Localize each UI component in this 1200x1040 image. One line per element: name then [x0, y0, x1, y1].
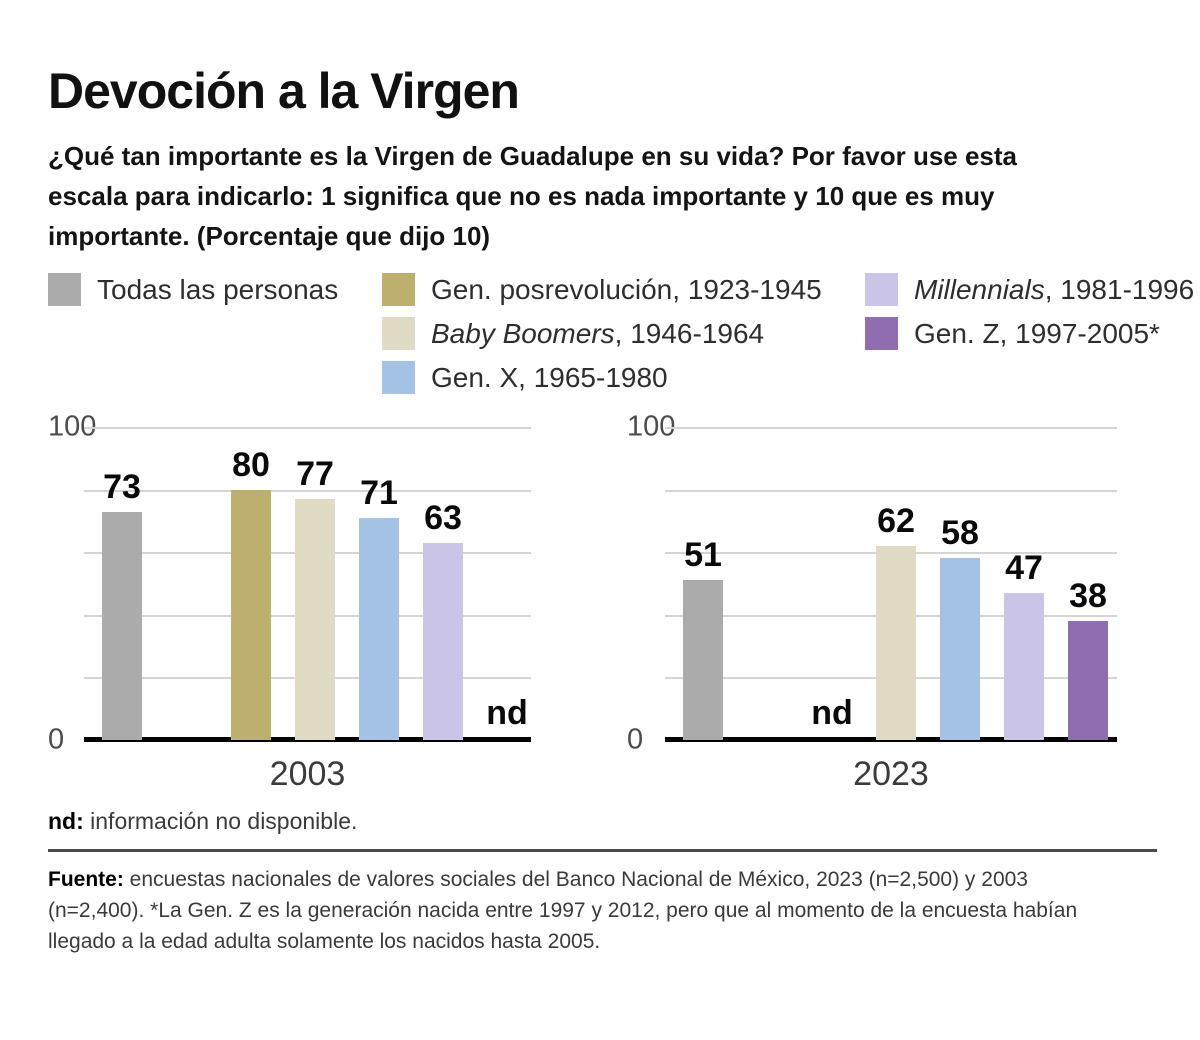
legend-label-text: Gen. X, 1965-1980	[431, 362, 668, 393]
source-label: Fuente:	[48, 868, 124, 891]
legend-item-all: Todas las personas	[48, 273, 338, 306]
bar-rect	[359, 518, 399, 740]
bar-posrev: 80	[231, 427, 271, 740]
bar-value-label: 63	[424, 499, 462, 537]
bar-boomers: 62	[876, 427, 916, 740]
bar-value-label: 80	[232, 446, 270, 484]
nd-label: nd	[486, 694, 528, 732]
bar-value-label: 38	[1069, 577, 1107, 615]
legend-label-all: Todas las personas	[97, 273, 338, 306]
bar-rect	[940, 558, 980, 740]
legend-item-posrev: Gen. posrevolución, 1923-1945	[382, 273, 822, 306]
legend-label-millennials: Millennials, 1981-1996	[914, 273, 1194, 306]
source-text: encuestas nacionales de valores sociales…	[48, 868, 1078, 953]
nd-slot-posrev: nd	[811, 427, 853, 740]
legend-column-2: Gen. posrevolución, 1923-1945 Baby Boome…	[382, 273, 822, 405]
legend-label-italic: Millennials	[914, 274, 1045, 305]
bar-millennials: 47	[1004, 427, 1044, 740]
bar-boomers: 77	[295, 427, 335, 740]
bar-all: 73	[102, 427, 142, 740]
gridline-100	[84, 427, 531, 429]
legend-swatch-boomers	[382, 317, 415, 350]
bar-value-label: 62	[877, 502, 915, 540]
legend-label-text: , 1946-1964	[614, 318, 765, 349]
legend-item-millennials: Millennials, 1981-1996	[865, 273, 1194, 306]
nd-footnote-text: información no disponible.	[90, 808, 358, 834]
bar-millennials: 63	[423, 427, 463, 740]
bar-rect	[876, 546, 916, 740]
bar-rect	[1068, 621, 1108, 740]
bar-all: 51	[683, 427, 723, 740]
legend-column-1: Todas las personas	[48, 273, 338, 317]
bar-value-label: 71	[360, 474, 398, 512]
legend: Todas las personas Gen. posrevolución, 1…	[0, 273, 1200, 403]
y-tick-0: 0	[48, 723, 65, 756]
bar-rect	[1004, 593, 1044, 740]
nd-footnote-label: nd:	[48, 808, 84, 834]
plot-area: 73 80 77 71 63 nd	[84, 427, 531, 742]
legend-swatch-genx	[382, 361, 415, 394]
plot-area: 51 nd 62 58 47 38	[665, 427, 1117, 742]
legend-item-genx: Gen. X, 1965-1980	[382, 361, 822, 394]
chart-2023: 100 0 51 nd 62 58 47 38 2023	[627, 410, 1117, 808]
bar-value-label: 73	[103, 468, 141, 506]
bar-value-label: 51	[684, 536, 722, 574]
legend-label-genz: Gen. Z, 1997-2005*	[914, 317, 1160, 350]
legend-label-text: , 1981-1996	[1044, 274, 1195, 305]
legend-label-boomers: Baby Boomers, 1946-1964	[431, 317, 764, 350]
y-tick-100: 100	[48, 410, 97, 443]
y-tick-0: 0	[627, 723, 644, 756]
nd-slot-genz: nd	[486, 427, 528, 740]
bar-value-label: 58	[941, 514, 979, 552]
bar-rect	[231, 490, 271, 740]
x-axis-label-2003: 2003	[269, 755, 346, 793]
legend-swatch-millennials	[865, 273, 898, 306]
chart-2003: 100 0 73 80 77 71 63 nd 2003	[48, 410, 531, 808]
nd-footnote: nd: información no disponible.	[48, 808, 357, 835]
gridline-80	[665, 490, 1117, 492]
gridline-100	[665, 427, 1117, 429]
footer-divider	[48, 849, 1157, 852]
legend-swatch-all	[48, 273, 81, 306]
bar-value-label: 47	[1005, 549, 1043, 587]
legend-swatch-genz	[865, 317, 898, 350]
bar-value-label: 77	[296, 455, 334, 493]
nd-label: nd	[811, 694, 853, 732]
legend-label-text: Todas las personas	[97, 274, 339, 305]
legend-item-boomers: Baby Boomers, 1946-1964	[382, 317, 822, 350]
legend-label-posrev: Gen. posrevolución, 1923-1945	[431, 273, 822, 306]
legend-label-text: Gen. posrevolución, 1923-1945	[431, 274, 822, 305]
legend-item-genz: Gen. Z, 1997-2005*	[865, 317, 1194, 350]
legend-label-text: Gen. Z, 1997-2005*	[914, 318, 1160, 349]
y-tick-100: 100	[627, 410, 676, 443]
bar-rect	[423, 543, 463, 740]
legend-column-3: Millennials, 1981-1996 Gen. Z, 1997-2005…	[865, 273, 1194, 361]
bar-genx: 58	[940, 427, 980, 740]
legend-swatch-posrev	[382, 273, 415, 306]
bar-rect	[683, 580, 723, 740]
x-axis-label-2023: 2023	[853, 755, 929, 793]
page-title: Devoción a la Virgen	[48, 63, 520, 119]
source-note: Fuente: encuestas nacionales de valores …	[48, 864, 1198, 957]
subtitle: ¿Qué tan importante es la Virgen de Guad…	[48, 141, 1018, 251]
bar-rect	[295, 499, 335, 740]
bar-rect	[102, 512, 142, 740]
legend-label-genx: Gen. X, 1965-1980	[431, 361, 668, 394]
gridline-80	[84, 490, 531, 492]
legend-label-italic: Baby Boomers	[431, 318, 615, 349]
bar-genz: 38	[1068, 427, 1108, 740]
bar-genx: 71	[359, 427, 399, 740]
